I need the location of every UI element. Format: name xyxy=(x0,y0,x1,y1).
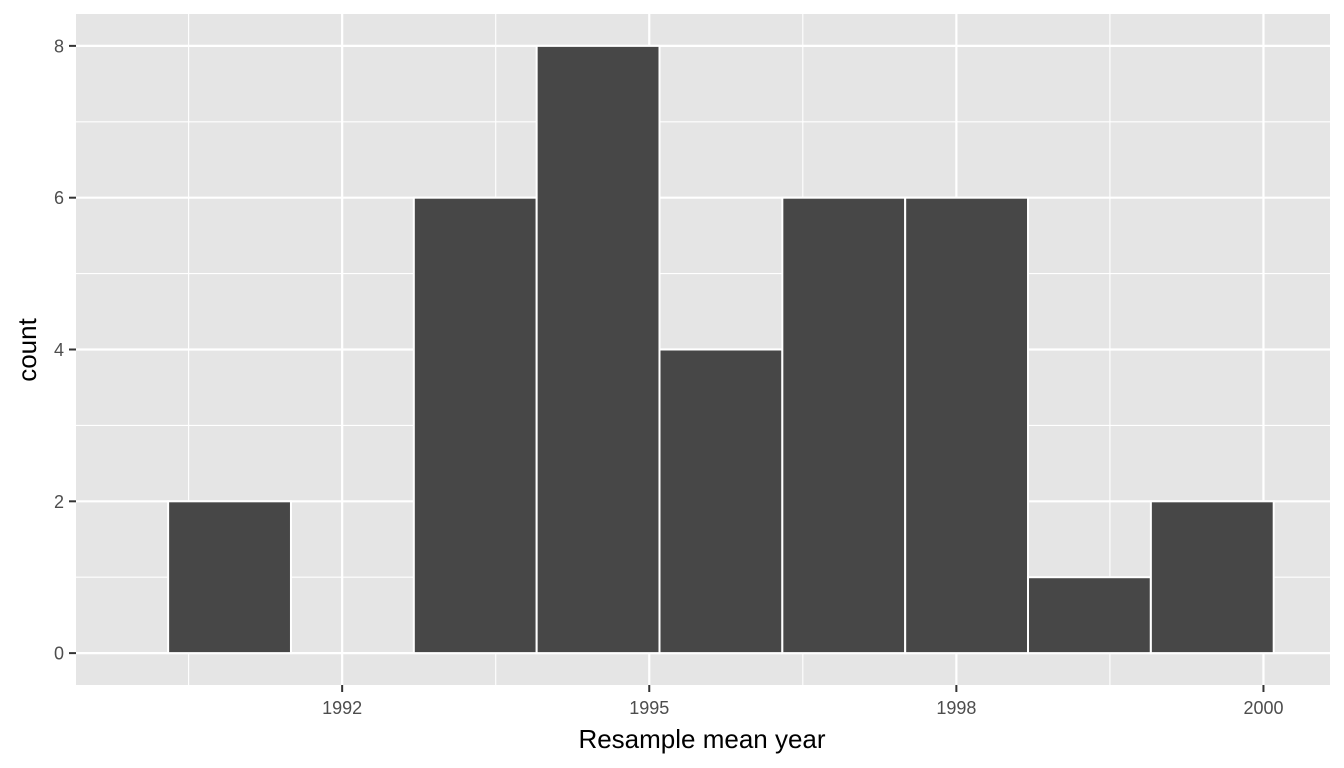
histogram-bar xyxy=(658,348,784,655)
y-tick-label: 4 xyxy=(54,340,64,360)
histogram-bar xyxy=(167,500,292,655)
axis-ticks xyxy=(69,44,1265,692)
histogram-bar xyxy=(1149,500,1275,655)
y-tick-label: 8 xyxy=(54,36,64,56)
y-tick-label: 6 xyxy=(54,188,64,208)
y-tick-label: 2 xyxy=(54,492,64,512)
x-axis-title: Resample mean year xyxy=(578,724,825,754)
x-tick-label: 1992 xyxy=(322,698,362,718)
y-tick-label: 0 xyxy=(54,644,64,664)
bars xyxy=(167,44,1275,655)
x-tick-labels: 1992 1995 1998 2000 xyxy=(322,698,1283,718)
x-tick-label: 1998 xyxy=(936,698,976,718)
y-tick-labels: 0 2 4 6 8 xyxy=(54,36,64,663)
histogram-bar xyxy=(1027,576,1152,655)
histogram-bar xyxy=(904,196,1030,655)
histogram-bar xyxy=(412,196,538,655)
y-axis-title: count xyxy=(12,317,42,381)
histogram-bar xyxy=(781,196,907,655)
x-tick-label: 1995 xyxy=(629,698,669,718)
x-tick-label: 2000 xyxy=(1243,698,1283,718)
histogram-bar xyxy=(535,44,661,655)
